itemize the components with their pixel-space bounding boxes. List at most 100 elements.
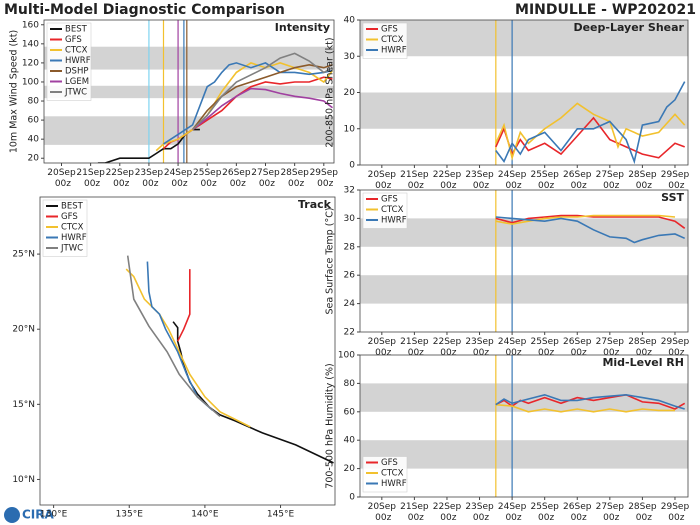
legend-label: GFS — [381, 195, 398, 205]
y-tick-label: 40 — [344, 16, 356, 26]
x-tick-label: 27Sep 00z — [596, 502, 625, 523]
band — [360, 440, 688, 469]
legend-label: HWRF — [381, 216, 407, 226]
legend-label: LGEM — [65, 77, 89, 87]
y-tick-label: 30 — [344, 214, 356, 224]
x-tick-label: 26Sep 00z — [222, 168, 251, 189]
legend-label: BEST — [65, 25, 88, 35]
legend-label: CTCX — [381, 469, 404, 479]
band — [360, 275, 688, 304]
legend-label: BEST — [61, 202, 84, 212]
y-tick-label: 40 — [28, 135, 40, 145]
plot-frame — [39, 196, 336, 506]
x-tick-label: 27Sep 00z — [251, 168, 280, 189]
x-tick-label: 24Sep 00z — [498, 337, 527, 358]
x-tick-label: 22Sep 00z — [433, 502, 462, 523]
series-line — [192, 87, 333, 131]
series-line — [495, 214, 676, 225]
x-tick-label: 28Sep 00z — [628, 170, 657, 191]
x-tick-label: 21Sep 00z — [400, 170, 429, 191]
y-tick-label: 28 — [344, 242, 356, 252]
y-tick-label: 20 — [344, 88, 356, 98]
plot-area — [44, 20, 334, 163]
legend-label: GFS — [65, 35, 82, 45]
y-tick-label: 32 — [344, 186, 355, 196]
x-tick-label: 25Sep 00z — [530, 502, 559, 523]
series-line — [163, 62, 333, 145]
legend-box — [46, 22, 92, 101]
panel-title: Deep-Layer Shear — [573, 21, 684, 34]
series-line — [495, 81, 686, 165]
legend-label: JTWC — [60, 244, 83, 254]
series-line — [495, 216, 686, 244]
storm-id: MINDULLE - WP202021 — [515, 2, 696, 18]
panel-title: SST — [661, 191, 684, 204]
series-line — [172, 321, 334, 464]
x-tick-label: 21Sep 00z — [400, 502, 429, 523]
y-tick-label: 26 — [344, 271, 356, 281]
x-tick-label: 20Sep 00z — [47, 168, 76, 189]
y-tick-label: 60 — [28, 116, 40, 126]
x-tick-label: 29Sep 00z — [661, 170, 690, 191]
x-tick-label: 145°E — [267, 510, 295, 520]
y-tick-label: 20 — [28, 154, 40, 164]
x-tick-label: 26Sep 00z — [563, 170, 592, 191]
x-tick-label: 26Sep 00z — [563, 502, 592, 523]
series-line — [495, 403, 675, 413]
panel-title: Track — [298, 198, 332, 211]
y-tick-label: 0 — [349, 493, 355, 503]
x-tick-label: 25Sep 00z — [530, 337, 559, 358]
y-tick-label: 25°N — [12, 250, 35, 260]
y-tick-label: 60 — [344, 407, 356, 417]
band — [44, 116, 334, 145]
series-line — [495, 102, 686, 161]
legend-label: GFS — [61, 212, 78, 222]
page-title: Multi-Model Diagnostic Comparison — [4, 2, 285, 18]
plot-area — [125, 255, 334, 464]
x-tick-label: 135°E — [116, 510, 144, 520]
x-tick-label: 27Sep 00z — [596, 337, 625, 358]
y-tick-label: 30 — [344, 52, 356, 62]
y-tick-label: 100 — [22, 77, 39, 87]
legend-label: CTCX — [381, 205, 404, 215]
plot-area — [360, 355, 688, 497]
x-tick-label: 26Sep 00z — [563, 337, 592, 358]
x-tick-label: 20Sep 00z — [368, 502, 397, 523]
band — [360, 92, 688, 129]
x-tick-label: 25Sep 00z — [530, 170, 559, 191]
legend-label: GFS — [381, 25, 398, 35]
y-axis-label: 10m Max Wind Speed (kt) — [9, 30, 20, 153]
x-tick-label: 29Sep 00z — [661, 502, 690, 523]
x-tick-label: 20Sep 00z — [368, 337, 397, 358]
series-line — [126, 255, 221, 418]
y-axis-label: 700-500 hPa Humidity (%) — [325, 363, 336, 488]
x-tick-label: 140°E — [191, 510, 219, 520]
series-line — [176, 269, 191, 342]
plot-area — [360, 190, 688, 332]
x-tick-label: 28Sep 00z — [280, 168, 309, 189]
x-tick-label: 21Sep 00z — [76, 168, 105, 189]
plot-frame — [359, 189, 689, 333]
legend-label: HWRF — [381, 46, 407, 56]
y-tick-label: 15°N — [12, 400, 35, 410]
y-tick-label: 10 — [344, 124, 356, 134]
y-tick-label: 160 — [22, 20, 39, 30]
series-line — [495, 393, 686, 410]
x-tick-label: 24Sep 00z — [498, 170, 527, 191]
x-tick-label: 23Sep 00z — [465, 502, 494, 523]
series-line — [192, 52, 333, 131]
legend-label: DSHP — [65, 67, 88, 77]
legend-label: JTWC — [64, 88, 87, 98]
series-line — [495, 393, 685, 410]
x-tick-label: 20Sep 00z — [368, 170, 397, 191]
y-tick-label: 22 — [344, 328, 355, 338]
band — [360, 20, 688, 57]
y-tick-label: 100 — [338, 351, 355, 361]
legend-label: CTCX — [61, 223, 84, 233]
y-axis-label: Sea Surface Temp (°C) — [325, 207, 336, 314]
series-line — [125, 268, 251, 428]
